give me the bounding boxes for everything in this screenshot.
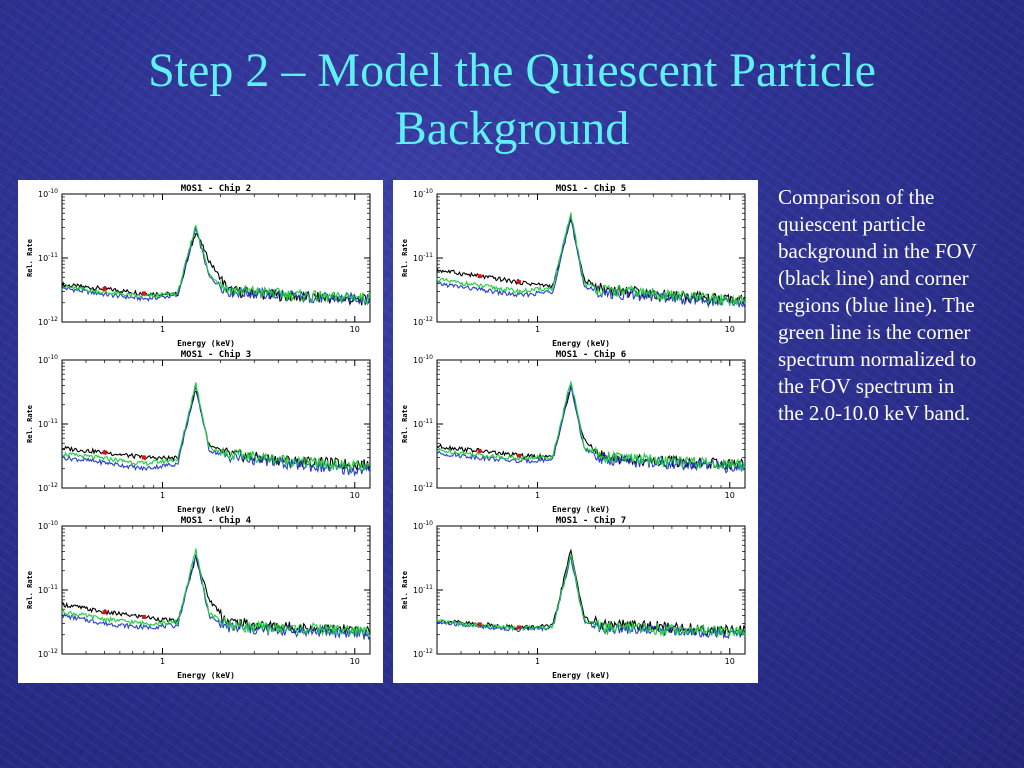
x-tick-label: 10 bbox=[350, 657, 360, 666]
x-tick-label: 10 bbox=[350, 325, 360, 334]
x-axis-label: Energy (keV) bbox=[177, 671, 235, 680]
y-tick-label: 10-11 bbox=[38, 584, 58, 595]
y-tick-label: 10-12 bbox=[38, 648, 58, 659]
series-line-blue bbox=[436, 384, 746, 474]
series-line-green bbox=[61, 382, 371, 472]
y-axis-label: Rel. Rate bbox=[26, 405, 34, 443]
y-axis-label: Rel. Rate bbox=[401, 405, 409, 443]
data-marker bbox=[102, 286, 107, 291]
series-line-blue bbox=[61, 385, 371, 478]
x-tick-label: 10 bbox=[725, 657, 735, 666]
series-line-green bbox=[436, 380, 746, 471]
y-tick-label: 10-11 bbox=[413, 418, 433, 429]
x-axis-label: Energy (keV) bbox=[552, 671, 610, 680]
data-marker bbox=[516, 280, 521, 285]
series-line-green bbox=[436, 212, 746, 307]
y-tick-label: 10-11 bbox=[38, 418, 58, 429]
slide-title: Step 2 – Model the Quiescent Particle Ba… bbox=[40, 42, 984, 158]
chart-group-1: MOS1 - Chip 2 10-12 10-11 10-10 1 10 Energy (k… bbox=[26, 183, 371, 348]
chart-group-2: MOS1 - Chip 3 10-12 10-11 10-10 1 10 Energy (k… bbox=[26, 349, 371, 514]
data-marker bbox=[141, 455, 146, 460]
y-axis-label: Rel. Rate bbox=[26, 571, 34, 609]
x-axis-label: Energy (keV) bbox=[552, 505, 610, 514]
y-tick-label: 10-12 bbox=[413, 482, 433, 493]
x-axis-label: Energy (keV) bbox=[177, 339, 235, 348]
data-marker bbox=[141, 291, 146, 296]
y-tick-label: 10-11 bbox=[413, 252, 433, 263]
y-tick-label: 10-12 bbox=[38, 482, 58, 493]
data-marker bbox=[477, 274, 482, 279]
y-tick-label: 10-12 bbox=[38, 316, 58, 327]
chart-group-4: MOS1 - Chip 5 10-12 10-11 10-10 1 10 Energy (k… bbox=[401, 183, 746, 348]
x-tick-label: 1 bbox=[535, 657, 540, 666]
x-tick-label: 1 bbox=[535, 325, 540, 334]
plot-frame bbox=[436, 193, 746, 323]
series-line-blue bbox=[61, 554, 371, 641]
plot-frame bbox=[436, 359, 746, 489]
data-marker bbox=[516, 453, 521, 458]
chart-title: MOS1 - Chip 4 bbox=[181, 515, 252, 526]
data-marker bbox=[141, 614, 146, 619]
y-axis-label: Rel. Rate bbox=[401, 571, 409, 609]
left-charts-svg: MOS1 - Chip 2 10-12 10-11 10-10 1 10 Energy (k… bbox=[26, 183, 371, 680]
y-tick-label: 10-11 bbox=[38, 252, 58, 263]
slide-title-line-1: Step 2 – Model the Quiescent Particle bbox=[148, 44, 876, 97]
y-axis-label: Rel. Rate bbox=[401, 239, 409, 277]
y-tick-label: 10-10 bbox=[413, 520, 433, 531]
chart-title: MOS1 - Chip 7 bbox=[556, 515, 626, 526]
y-tick-label: 10-10 bbox=[413, 188, 433, 199]
x-tick-label: 1 bbox=[160, 657, 165, 666]
chart-title: MOS1 - Chip 5 bbox=[556, 183, 626, 194]
series-line-green bbox=[62, 224, 371, 306]
chart-title: MOS1 - Chip 3 bbox=[181, 349, 251, 360]
chart-group-6: MOS1 - Chip 7 10-12 10-11 10-10 1 10 Energy (k… bbox=[401, 515, 746, 680]
x-axis-label: Energy (keV) bbox=[177, 505, 235, 514]
plot-frame bbox=[61, 525, 371, 655]
chart-title: MOS1 - Chip 6 bbox=[556, 349, 626, 360]
x-tick-label: 10 bbox=[725, 491, 735, 500]
y-tick-label: 10-10 bbox=[38, 354, 58, 365]
y-tick-label: 10-11 bbox=[413, 584, 433, 595]
y-axis-label: Rel. Rate bbox=[26, 239, 34, 277]
chart-group-5: MOS1 - Chip 6 10-12 10-11 10-10 1 10 Energy (k… bbox=[401, 349, 746, 514]
data-marker bbox=[102, 450, 107, 455]
series-line-black bbox=[436, 548, 746, 636]
series-line-green bbox=[436, 552, 746, 638]
x-axis-label: Energy (keV) bbox=[552, 339, 610, 348]
data-marker bbox=[477, 622, 482, 627]
data-marker bbox=[477, 448, 482, 453]
y-tick-label: 10-12 bbox=[413, 316, 433, 327]
series-line-green bbox=[61, 548, 371, 638]
data-marker bbox=[516, 625, 521, 630]
plot-frame bbox=[436, 525, 746, 655]
right-chart-panel: MOS1 - Chip 5 10-12 10-11 10-10 1 10 Energy (k… bbox=[393, 180, 758, 683]
x-tick-label: 10 bbox=[350, 491, 360, 500]
y-tick-label: 10-10 bbox=[38, 188, 58, 199]
plot-frame bbox=[61, 193, 371, 323]
x-tick-label: 1 bbox=[160, 325, 165, 334]
left-chart-panel: MOS1 - Chip 2 10-12 10-11 10-10 1 10 Energy (k… bbox=[18, 180, 383, 683]
right-charts-svg: MOS1 - Chip 5 10-12 10-11 10-10 1 10 Energy (k… bbox=[401, 183, 746, 680]
x-tick-label: 1 bbox=[535, 491, 540, 500]
series-line-black bbox=[436, 218, 746, 305]
data-marker bbox=[102, 610, 107, 615]
chart-group-3: MOS1 - Chip 4 10-12 10-11 10-10 1 10 Energy (k… bbox=[26, 515, 371, 680]
slide-title-line-2: Background bbox=[394, 102, 630, 155]
y-tick-label: 10-12 bbox=[413, 648, 433, 659]
caption-text: Comparison of the quiescent particle bac… bbox=[778, 185, 977, 425]
x-tick-label: 1 bbox=[160, 491, 165, 500]
x-tick-label: 10 bbox=[725, 325, 735, 334]
y-tick-label: 10-10 bbox=[413, 354, 433, 365]
chart-title: MOS1 - Chip 2 bbox=[181, 183, 251, 194]
y-tick-label: 10-10 bbox=[38, 520, 58, 531]
